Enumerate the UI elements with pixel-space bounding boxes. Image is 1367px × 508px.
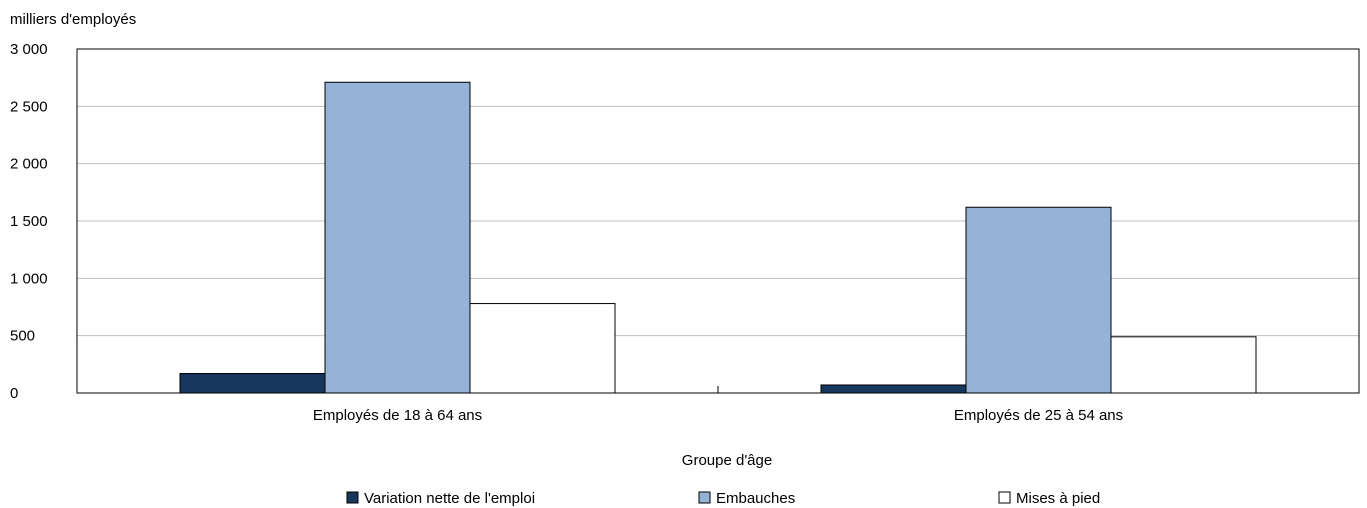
- legend-swatch: [998, 491, 1011, 504]
- bars: [179, 81, 1257, 394]
- y-tick-label: 1 000: [10, 270, 48, 287]
- y-axis-ticks: 0 500 1 000 1 500 2 000 2 500 3 000: [10, 41, 48, 402]
- y-tick-label: 3 000: [10, 41, 48, 58]
- y-unit-label: milliers d'employés: [10, 11, 136, 28]
- x-axis-categories: Employés de 18 à 64 ans Employés de 25 à …: [313, 386, 1123, 424]
- legend-label: Embauches: [716, 490, 795, 507]
- legend-swatch: [698, 491, 711, 504]
- y-tick-label: 500: [10, 328, 35, 345]
- bar: [820, 384, 967, 394]
- bar: [324, 81, 471, 394]
- bar: [469, 303, 616, 394]
- y-tick-label: 1 500: [10, 213, 48, 230]
- y-tick-label: 2 500: [10, 98, 48, 115]
- bar: [965, 206, 1112, 394]
- gridlines: [77, 105, 1359, 337]
- legend: Variation nette de l'emploi Embauches Mise…: [346, 490, 1100, 507]
- bar: [179, 373, 326, 394]
- legend-label: Variation nette de l'emploi: [364, 490, 535, 507]
- legend-swatch: [346, 491, 359, 504]
- y-tick-label: 0: [10, 385, 18, 402]
- x-axis-title: Groupe d'âge: [682, 452, 772, 469]
- y-tick-label: 2 000: [10, 156, 48, 173]
- legend-label: Mises à pied: [1016, 490, 1100, 507]
- bar: [1110, 336, 1257, 394]
- x-category-label: Employés de 25 à 54 ans: [954, 407, 1123, 424]
- x-category-label: Employés de 18 à 64 ans: [313, 407, 482, 424]
